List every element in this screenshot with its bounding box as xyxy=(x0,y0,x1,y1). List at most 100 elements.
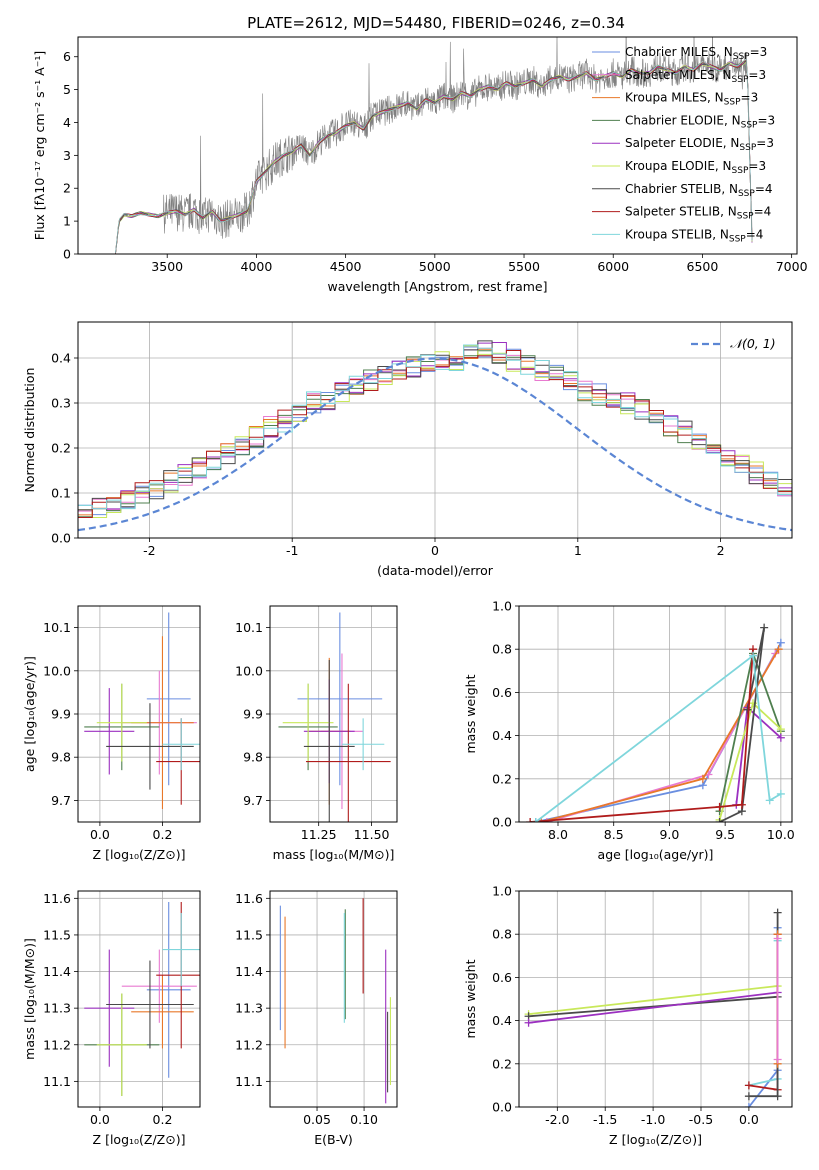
weight-marker xyxy=(524,1018,533,1027)
x-axis-label: Z [log₁₀(Z/Z⊙)] xyxy=(93,1132,186,1147)
x-tick-label: 7000 xyxy=(776,259,808,274)
mass_vs_ebv-plot-area xyxy=(279,898,391,1104)
y-tick-label: 0.8 xyxy=(492,927,512,942)
legend-label-subscript: SSP xyxy=(739,143,756,153)
x-axis-label: mass [log₁₀(M/M⊙)] xyxy=(273,847,395,862)
legend-label-subscript: SSP xyxy=(741,120,758,130)
x-tick-label: 2 xyxy=(717,543,725,558)
x-tick-label: 8.5 xyxy=(604,827,624,842)
y-tick-label: 1.0 xyxy=(492,884,512,899)
y-tick-label: 0.0 xyxy=(492,1100,512,1115)
weight-marker xyxy=(773,1092,782,1101)
error-bar-point xyxy=(96,993,147,1097)
x-tick-label: 6000 xyxy=(597,259,629,274)
y-tick-label: 0.2 xyxy=(492,1056,512,1071)
y-tick-label: 1.0 xyxy=(492,599,512,614)
y-tick-label: 0.4 xyxy=(492,728,512,743)
error-bar-point xyxy=(282,683,334,762)
legend-label-suffix: =4 xyxy=(754,205,772,219)
y-tick-label: 11.1 xyxy=(43,1074,71,1089)
axes-frame xyxy=(77,890,201,1108)
y-tick-label: 11.2 xyxy=(235,1037,263,1052)
x-tick-label: -2 xyxy=(143,543,155,558)
x-tick-label: 1 xyxy=(574,543,582,558)
model-spectrum-line xyxy=(115,58,753,254)
weight-marker xyxy=(744,1103,753,1107)
error-bar-point xyxy=(146,901,191,1078)
mass_vs_Z-plot-area xyxy=(84,901,200,1097)
legend-item: Kroupa ELODIE, NSSP=3 xyxy=(592,159,766,176)
weight-line xyxy=(719,627,765,822)
y-tick-label: 9.9 xyxy=(51,707,71,722)
x-tick-label: 0.0 xyxy=(739,1112,759,1127)
weight-marker xyxy=(715,818,724,822)
weight-marker xyxy=(531,818,540,822)
x-tick-label: 0.05 xyxy=(303,1112,331,1127)
weight-marker xyxy=(526,818,535,822)
y-tick-label: 11.5 xyxy=(43,927,71,942)
y-tick-label: 11.3 xyxy=(235,1001,263,1016)
legend-label-suffix: =3 xyxy=(757,113,775,127)
legend-label-subscript: SSP xyxy=(733,52,750,62)
y-axis-label: age [log₁₀(age/yr)] xyxy=(22,656,37,772)
legend-label-suffix: =3 xyxy=(748,159,766,173)
x-tick-label: 0.2 xyxy=(153,1112,173,1127)
weight-line xyxy=(718,701,782,821)
x-tick-label: 10.0 xyxy=(767,827,795,842)
legend-label-text: Salpeter STELIB, N xyxy=(625,205,737,219)
error-bar-point xyxy=(303,660,355,822)
weight-series xyxy=(744,936,782,1090)
x-tick-label: -2.0 xyxy=(545,1112,569,1127)
weight-marker xyxy=(743,705,752,714)
axes-frame xyxy=(77,321,793,539)
weight-series xyxy=(537,645,783,822)
y-tick-label: 11.4 xyxy=(235,964,263,979)
legend-label-subscript: SSP xyxy=(732,75,749,85)
weight-marker xyxy=(715,802,724,811)
legend-item: Salpeter STELIB, NSSP=4 xyxy=(592,205,771,222)
legend-label-text: Chabrier STELIB, N xyxy=(625,182,738,196)
legend-label-suffix: =3 xyxy=(750,45,768,59)
y-tick-label: 11.6 xyxy=(43,891,71,906)
y-tick-label: 0.0 xyxy=(492,815,512,830)
axes-frame xyxy=(269,890,398,1108)
y-tick-label: 11.2 xyxy=(43,1037,71,1052)
weight-marker xyxy=(542,818,551,822)
legend-label-subscript: SSP xyxy=(738,189,755,199)
y-tick-label: 11.4 xyxy=(43,964,71,979)
weight-marker xyxy=(737,800,746,809)
legend-item: Chabrier ELODIE, NSSP=3 xyxy=(592,113,775,130)
x-tick-label: 9.5 xyxy=(715,827,735,842)
error-bar-point xyxy=(84,688,135,775)
legend-label-text: Kroupa ELODIE, N xyxy=(625,159,732,173)
weight-marker xyxy=(774,645,783,654)
legend-label-text: Kroupa STELIB, N xyxy=(625,227,729,241)
y-tick-label: 9.8 xyxy=(51,750,71,765)
x-axis-label: wavelength [Angstrom, rest frame] xyxy=(327,279,547,294)
weight-marker xyxy=(776,638,785,647)
y-tick-label: 3 xyxy=(63,148,71,163)
error-bar-point xyxy=(297,612,383,786)
y-tick-label: 10.1 xyxy=(43,620,71,635)
legend-label: Kroupa ELODIE, NSSP=3 xyxy=(625,159,766,176)
weight_vs_age-panel: 8.0 8.5 9.0 9.5 10.0 0.0 0.2 0.4 0.6 0.8 1.0 age [l… xyxy=(463,599,795,863)
y-tick-label: 10.1 xyxy=(235,620,263,635)
y-tick-label: 5 xyxy=(63,82,71,97)
weight_vs_age-plot-area xyxy=(526,623,785,822)
legend-label-text: Chabrier ELODIE, N xyxy=(625,113,741,127)
weight-marker xyxy=(776,789,785,798)
y-tick-label: 0.2 xyxy=(492,771,512,786)
legend-label-text: Chabrier MILES, N xyxy=(625,45,733,59)
weight-series xyxy=(531,651,785,822)
model-spectrum-line xyxy=(115,59,753,254)
x-axis-label: Z [log₁₀(Z/Z⊙)] xyxy=(609,1132,702,1147)
residual-histogram xyxy=(78,344,792,516)
legend-label: Kroupa STELIB, NSSP=4 xyxy=(625,227,763,244)
legend-label-text: Salpeter ELODIE, N xyxy=(625,136,739,150)
model-spectrum-line xyxy=(115,59,753,253)
legend-label-subscript: SSP xyxy=(729,234,746,244)
legend-label-text: Kroupa MILES, N xyxy=(625,91,724,105)
y-tick-label: 0.2 xyxy=(51,441,71,456)
weight-series xyxy=(715,699,785,822)
